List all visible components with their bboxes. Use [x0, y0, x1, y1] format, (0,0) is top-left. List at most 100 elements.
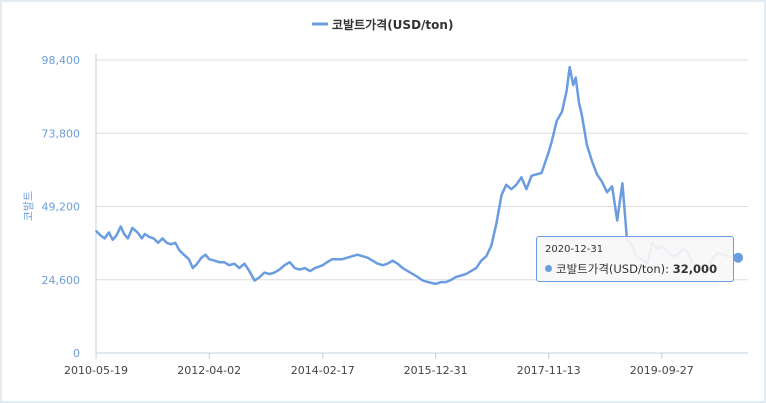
data-point	[565, 90, 568, 92]
data-point	[283, 264, 286, 267]
tooltip-row: 코발트가격(USD/ton): 32,000	[545, 261, 725, 277]
y-axis-ticks: 0 24,600 49,200 73,800 98,400	[42, 54, 81, 360]
data-point	[366, 256, 369, 259]
data-point	[248, 270, 251, 272]
data-point	[510, 188, 513, 190]
data-point	[204, 253, 207, 256]
data-point	[427, 281, 429, 283]
data-point	[581, 114, 583, 116]
data-point	[550, 140, 553, 143]
x-tick-label: 2010-05-19	[64, 364, 128, 377]
data-point	[406, 270, 409, 272]
data-point	[561, 111, 563, 113]
data-point	[258, 276, 261, 278]
data-point	[382, 264, 384, 267]
data-point	[336, 258, 339, 261]
data-point	[495, 222, 498, 225]
data-point	[574, 76, 577, 79]
data-point	[278, 268, 281, 271]
data-point	[148, 236, 150, 238]
data-point	[535, 173, 538, 176]
data-point	[115, 234, 118, 237]
data-point	[601, 181, 603, 183]
data-point	[515, 184, 518, 186]
data-point	[123, 233, 125, 235]
data-point	[500, 194, 503, 196]
data-point	[188, 258, 190, 261]
data-point	[161, 237, 164, 240]
data-point	[445, 281, 447, 283]
data-point	[434, 283, 437, 285]
data-point	[596, 173, 598, 176]
data-point	[218, 261, 220, 264]
data-point	[294, 267, 296, 269]
series-group	[95, 65, 739, 286]
tooltip-value: 32,000	[672, 262, 718, 276]
data-point	[611, 185, 613, 188]
data-point	[520, 176, 523, 179]
y-tick-label: 73,800	[42, 127, 81, 140]
data-point	[572, 84, 574, 86]
data-point	[288, 261, 291, 264]
data-point	[547, 151, 550, 153]
y-tick-label: 49,200	[42, 201, 81, 214]
data-point	[556, 119, 558, 122]
y-tick-label: 24,600	[42, 274, 81, 287]
data-point	[616, 219, 618, 222]
data-point	[95, 230, 97, 232]
data-point	[322, 264, 324, 267]
x-tick-label: 2019-09-27	[630, 364, 694, 377]
data-point	[586, 143, 588, 146]
data-point	[111, 239, 114, 241]
y-axis-label: 코발트	[22, 191, 35, 221]
x-tick-label: 2014-02-17	[291, 364, 355, 377]
chart-legend[interactable]: 코발트가격(USD/ton)	[312, 17, 453, 32]
data-point	[152, 237, 155, 240]
data-point	[326, 261, 328, 264]
data-point	[391, 259, 394, 262]
x-axis: 2010-05-19 2012-04-02 2014-02-17 2015-12-31…	[64, 54, 748, 377]
data-point	[103, 237, 106, 240]
data-point	[376, 262, 379, 265]
legend-label: 코발트가격(USD/ton)	[332, 17, 453, 32]
tooltip: 2020-12-31 코발트가격(USD/ton): 32,000	[536, 236, 734, 282]
data-point	[591, 160, 593, 162]
data-point	[401, 267, 404, 269]
data-point	[178, 249, 181, 252]
data-point	[253, 279, 256, 282]
data-point	[505, 184, 508, 186]
tooltip-series-dot	[545, 265, 552, 272]
data-point	[200, 256, 203, 259]
data-point	[540, 172, 543, 174]
data-point	[228, 264, 230, 267]
data-point	[475, 267, 478, 269]
x-tick-label: 2015-12-31	[404, 364, 468, 377]
data-point	[361, 255, 364, 257]
data-point	[341, 258, 344, 261]
data-point	[485, 255, 488, 257]
data-point	[525, 188, 528, 190]
data-point	[208, 258, 210, 261]
data-point	[371, 259, 374, 262]
data-point	[314, 267, 316, 269]
tooltip-date: 2020-12-31	[545, 244, 604, 255]
data-point	[490, 245, 493, 247]
data-point	[606, 191, 608, 193]
data-point	[213, 259, 216, 262]
data-point	[346, 256, 349, 259]
tooltip-series-label: 코발트가격(USD/ton):	[556, 262, 670, 276]
data-point	[309, 270, 311, 272]
data-point	[243, 262, 246, 265]
data-point	[455, 276, 457, 278]
data-point	[440, 281, 442, 283]
data-point	[396, 262, 399, 265]
data-point	[480, 259, 483, 262]
data-point	[174, 242, 177, 244]
data-point	[141, 237, 143, 240]
data-point	[530, 175, 533, 177]
x-tick-label: 2017-11-13	[517, 364, 581, 377]
data-point	[119, 225, 122, 228]
data-point	[144, 233, 146, 235]
